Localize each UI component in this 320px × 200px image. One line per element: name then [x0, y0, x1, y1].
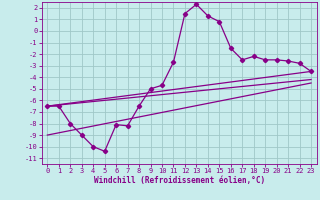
X-axis label: Windchill (Refroidissement éolien,°C): Windchill (Refroidissement éolien,°C) — [94, 176, 265, 185]
